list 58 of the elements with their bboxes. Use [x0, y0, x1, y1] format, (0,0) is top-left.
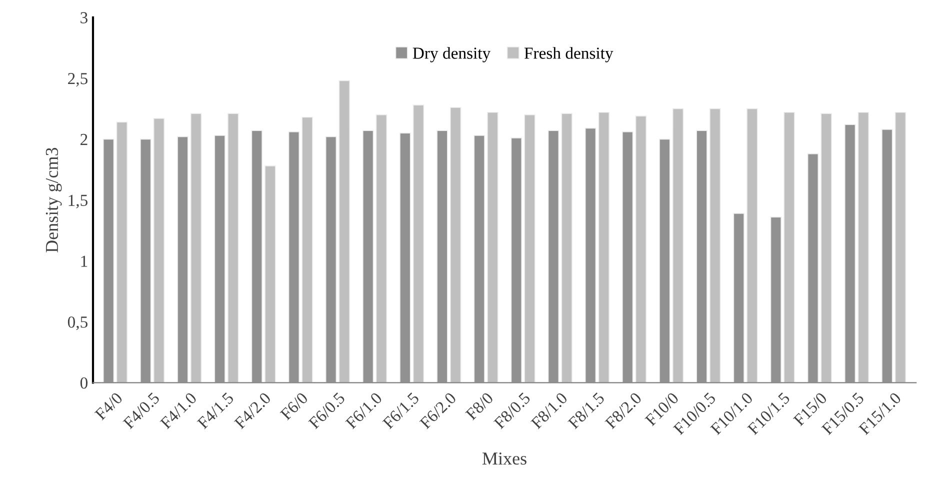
bar — [548, 130, 560, 383]
bar — [746, 108, 758, 383]
x-tick-label: F8/0 — [465, 392, 494, 421]
bar — [325, 136, 337, 383]
y-tick-label: 1,5 — [68, 194, 88, 208]
bar — [622, 131, 634, 383]
bar — [635, 116, 647, 383]
bar — [474, 135, 485, 383]
bar — [177, 136, 188, 383]
bar — [153, 118, 165, 383]
bar — [733, 213, 744, 383]
bar — [584, 128, 596, 383]
bar — [510, 138, 522, 383]
legend-label: Fresh density — [524, 47, 614, 62]
bar — [487, 112, 498, 383]
bar — [450, 107, 462, 383]
bar — [264, 166, 276, 383]
bar — [894, 112, 906, 383]
bar — [400, 132, 411, 383]
bar — [140, 138, 152, 383]
x-tick-label: F6/0 — [280, 392, 308, 421]
y-tick-label: 0,5 — [68, 316, 88, 330]
legend-label: Dry density — [412, 47, 491, 62]
bar — [288, 131, 300, 383]
y-tick-label: 3 — [80, 12, 88, 24]
y-tick-label: 2,5 — [68, 73, 88, 87]
x-tick-label: F4/0 — [94, 392, 124, 421]
bar — [807, 153, 819, 383]
bar — [672, 108, 684, 383]
bar — [858, 112, 870, 383]
bar — [820, 113, 832, 383]
bar — [784, 112, 795, 383]
bar — [302, 116, 313, 383]
bar — [228, 113, 239, 383]
y-axis-title: Density g/cm3 — [46, 148, 62, 252]
bar — [214, 135, 226, 383]
bar — [709, 108, 721, 383]
bar — [659, 138, 670, 383]
bar — [116, 122, 128, 383]
bar — [362, 130, 374, 383]
bar — [598, 112, 610, 383]
bar — [882, 129, 893, 383]
bar — [251, 130, 262, 383]
y-tick-label: 1 — [81, 256, 88, 267]
y-tick-label: 2 — [80, 134, 88, 145]
bar — [436, 130, 448, 383]
bar — [770, 216, 782, 383]
bar — [696, 130, 708, 383]
bar — [561, 113, 572, 383]
bar — [190, 113, 202, 383]
bar — [844, 124, 856, 383]
bar — [338, 80, 350, 383]
bar — [102, 138, 114, 383]
bar — [376, 114, 388, 383]
bar — [524, 114, 536, 383]
y-tick-label: 0 — [80, 377, 88, 389]
x-axis-title: Mixes — [482, 452, 526, 465]
bar — [412, 104, 424, 383]
